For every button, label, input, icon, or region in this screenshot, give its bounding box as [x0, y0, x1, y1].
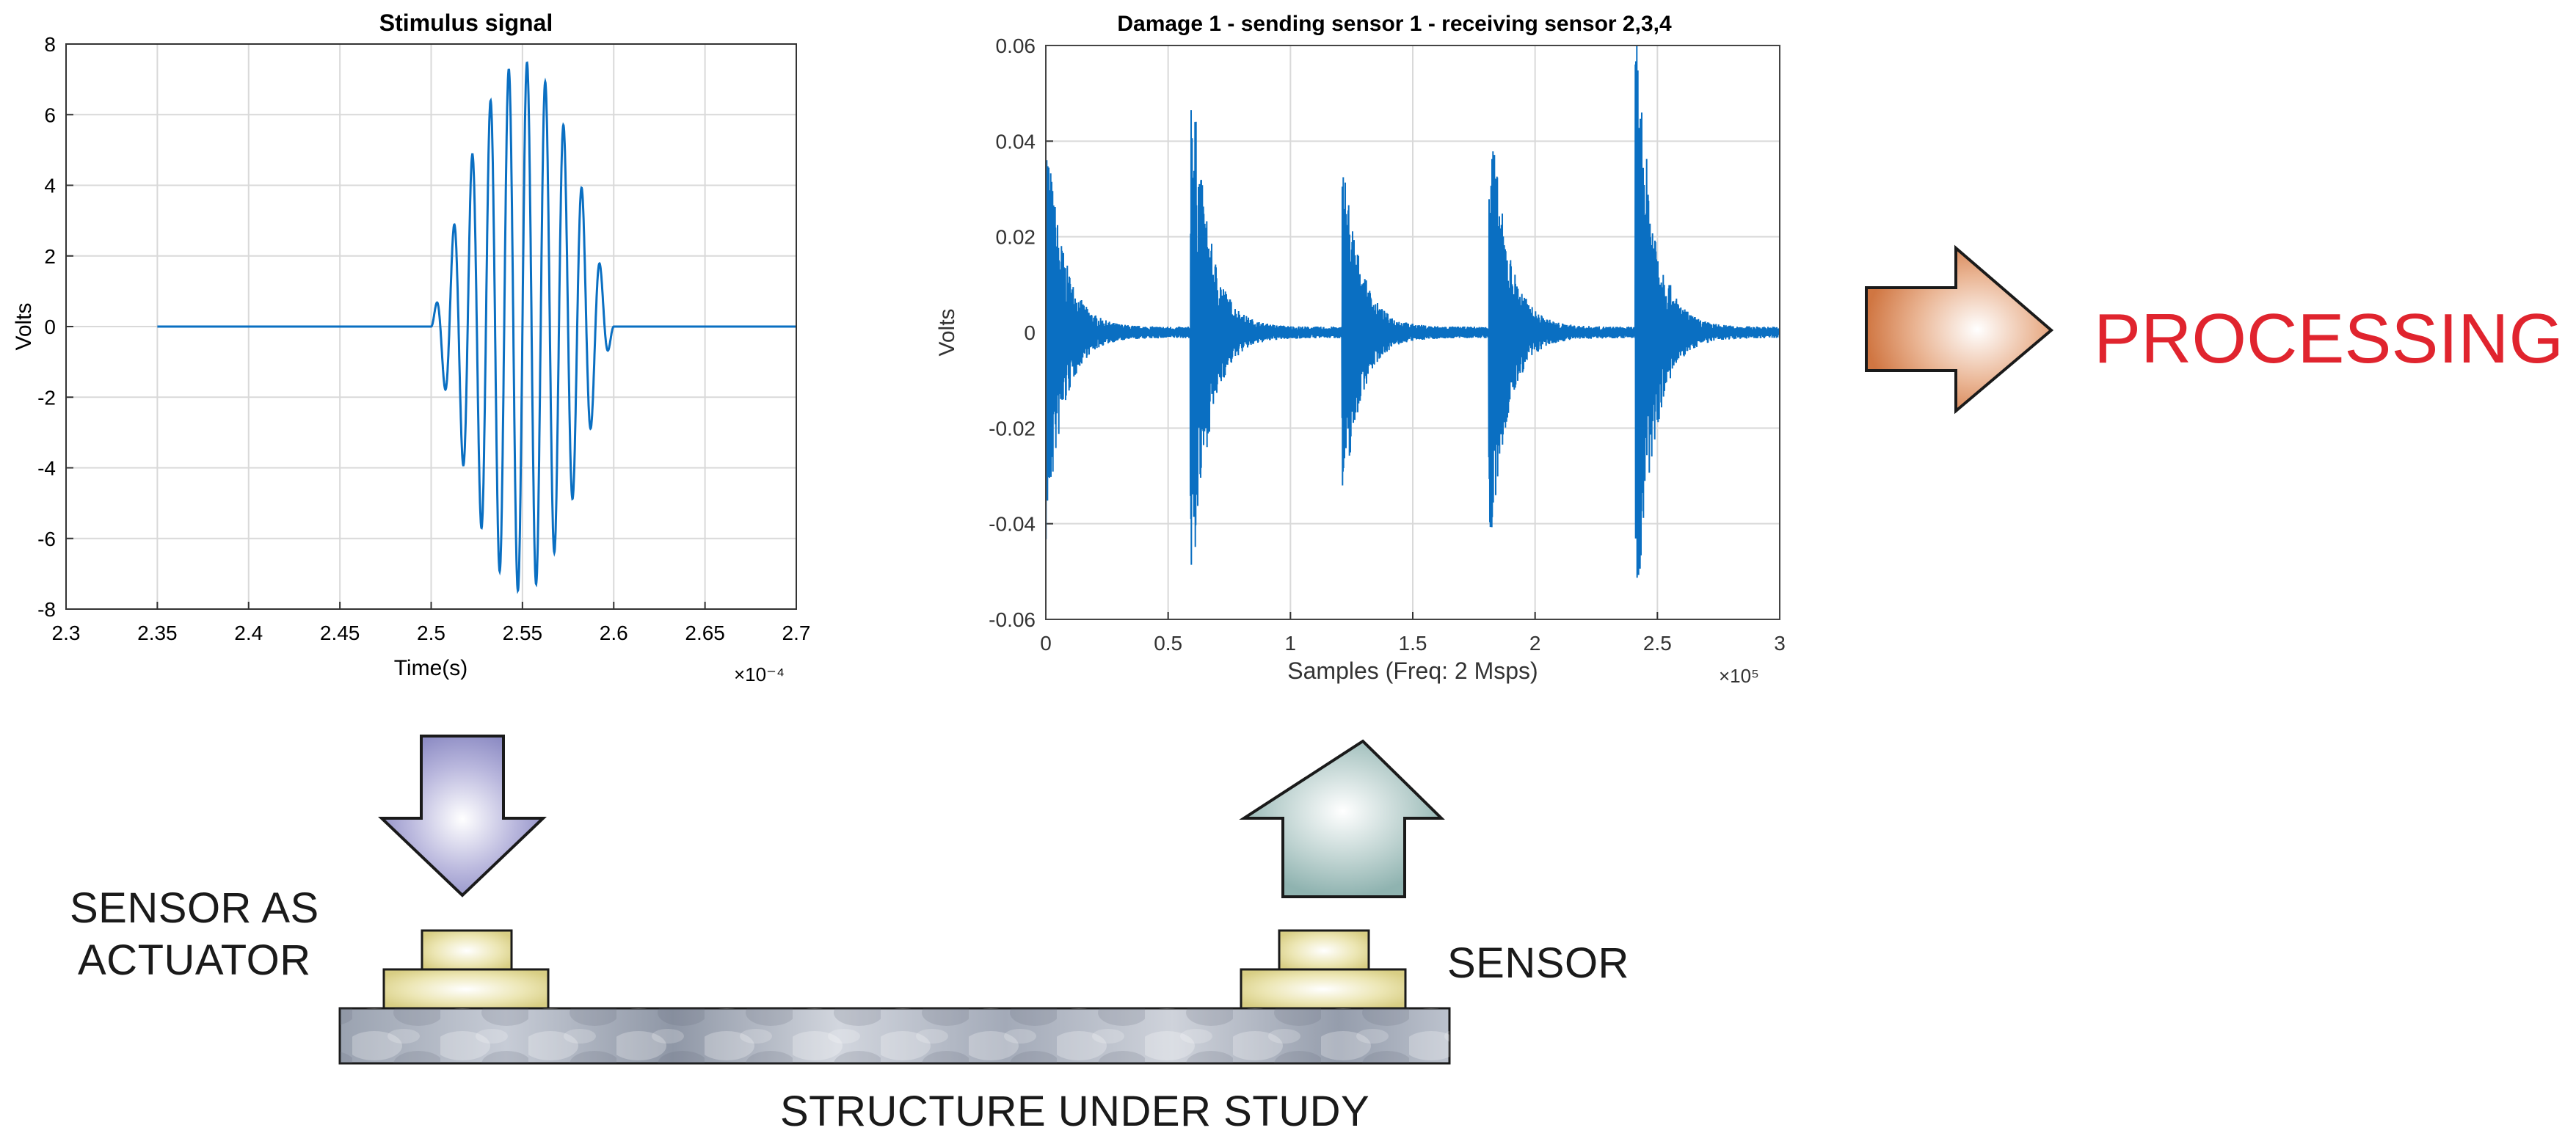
y-tick-label: 6 [44, 103, 56, 126]
actuator-label-line2: ACTUATOR [78, 936, 311, 984]
structure-label: STRUCTURE UNDER STUDY [780, 1088, 1370, 1135]
x-tick-label: 2.4 [234, 622, 263, 644]
x-tick-label: 2.5 [417, 622, 445, 644]
processing-label: PROCESSING [2094, 299, 2564, 378]
y-tick-label: 0.06 [996, 34, 1036, 57]
received-plot-frame [1045, 45, 1780, 620]
y-tick-label: -0.06 [989, 608, 1036, 631]
sensor-label: SENSOR [1447, 939, 1629, 987]
received-signal-line [1045, 45, 1780, 578]
y-tick-label: 8 [44, 33, 56, 56]
stimulus-chart: Stimulus signal 2.3 2.35 2.4 2.45 2.5 2.55 2.6… [12, 10, 811, 685]
x-tick-label: 0.5 [1154, 632, 1182, 655]
right-arrow-icon [1865, 244, 2054, 415]
sensor-transducer-base [1240, 968, 1407, 1011]
received-y-label: Volts [935, 308, 959, 356]
stimulus-y-ticks: 8 6 4 2 0 -2 -4 -6 -8 [37, 33, 73, 621]
x-tick-label: 2.35 [137, 622, 178, 644]
stimulus-x-label: Time(s) [394, 656, 468, 680]
stimulus-chart-title: Stimulus signal [379, 10, 553, 36]
actuator-label-line1: SENSOR AS [70, 884, 319, 932]
structure-plate [338, 1007, 1451, 1065]
actuator-transducer-top [421, 929, 513, 972]
x-tick-label: 2.65 [685, 622, 725, 644]
stimulus-plot-frame [65, 43, 797, 610]
x-tick-label: 2.3 [52, 622, 81, 644]
y-tick-label: 0.04 [996, 130, 1036, 153]
y-tick-label: -8 [37, 598, 56, 621]
y-tick-label: -4 [37, 457, 56, 480]
stimulus-x-multiplier: ×10⁻⁴ [734, 663, 785, 685]
stimulus-signal-line [157, 61, 796, 594]
x-tick-label: 2.45 [320, 622, 360, 644]
received-x-ticks: 0 0.5 1 1.5 2 2.5 3 [1040, 612, 1786, 655]
received-chart-title: Damage 1 - sending sensor 1 - receiving … [1117, 12, 1672, 36]
y-tick-label: -0.02 [989, 417, 1036, 440]
y-tick-label: -6 [37, 528, 56, 550]
y-tick-label: 0 [1024, 321, 1036, 344]
x-tick-label: 3 [1774, 632, 1786, 655]
y-tick-label: 0.02 [996, 226, 1036, 249]
received-x-multiplier: ×10⁵ [1719, 665, 1759, 687]
y-tick-label: 4 [44, 175, 56, 197]
received-chart: Damage 1 - sending sensor 1 - receiving … [935, 12, 1786, 687]
received-x-label: Samples (Freq: 2 Msps) [1287, 658, 1538, 684]
sensor-transducer-top [1278, 929, 1370, 972]
x-tick-label: 2.5 [1643, 632, 1672, 655]
y-tick-label: 0 [44, 316, 56, 338]
y-tick-label: 2 [44, 245, 56, 268]
actuator-transducer-base [382, 968, 550, 1011]
x-tick-label: 2.6 [600, 622, 628, 644]
x-tick-label: 2 [1529, 632, 1541, 655]
y-tick-label: -0.04 [989, 513, 1036, 536]
x-tick-label: 1.5 [1399, 632, 1427, 655]
up-arrow-icon [1239, 739, 1445, 898]
x-tick-label: 2.55 [503, 622, 543, 644]
down-arrow-icon [378, 735, 547, 897]
x-tick-label: 2.7 [782, 622, 811, 644]
stimulus-x-ticks: 2.3 2.35 2.4 2.45 2.5 2.55 2.6 2.65 2.7 [52, 602, 811, 644]
y-tick-label: -2 [37, 386, 56, 409]
x-tick-label: 0 [1040, 632, 1052, 655]
x-tick-label: 1 [1285, 632, 1297, 655]
stimulus-y-label: Volts [12, 302, 36, 350]
